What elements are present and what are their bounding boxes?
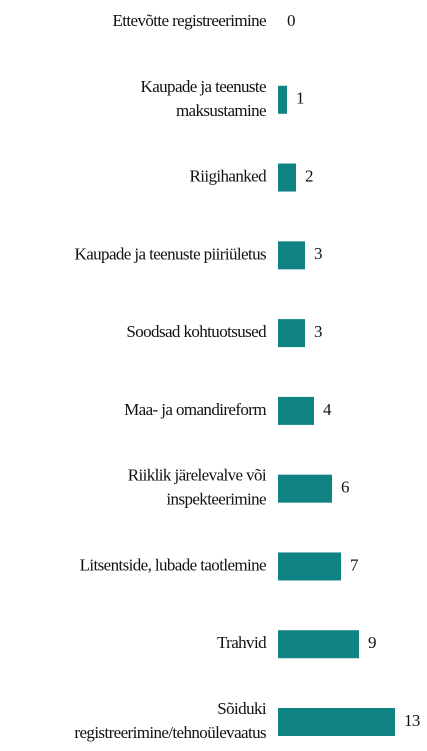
bar: [278, 241, 305, 270]
category-label: Ettevõtte registreerimine: [112, 11, 266, 30]
value-label: 7: [350, 555, 359, 574]
category-label: Soodsad kohtuotsused: [126, 322, 267, 341]
category-label: Kaupade ja teenuste piiriületus: [75, 244, 266, 263]
bar: [278, 85, 287, 114]
value-label: 3: [314, 244, 322, 263]
value-label: 1: [296, 89, 304, 108]
value-label: 0: [287, 11, 295, 30]
value-label: 4: [323, 400, 332, 419]
category-label: Maa- ja omandireform: [124, 400, 266, 419]
value-label: 13: [404, 711, 420, 730]
value-label: 9: [368, 633, 376, 652]
category-label: Kaupade ja teenuste maksustamine: [141, 77, 267, 120]
bar: [278, 474, 332, 503]
category-label: Riigihanked: [190, 166, 268, 185]
bar: [278, 319, 305, 348]
bar: [278, 396, 314, 425]
value-label: 3: [314, 322, 322, 341]
category-label: Riiklik järelevalve või inspekteerimine: [128, 466, 267, 509]
category-label: Litsentside, lubade taotlemine: [80, 555, 266, 574]
bar: [278, 552, 341, 581]
value-label: 6: [341, 478, 349, 497]
bar: [278, 163, 296, 192]
bar: [278, 630, 359, 659]
category-label: Sõiduki registreerimine/tehnoülevaatus: [74, 699, 266, 742]
category-label: Trahvid: [217, 633, 267, 652]
bar: [278, 708, 395, 736]
value-label: 2: [305, 166, 313, 185]
